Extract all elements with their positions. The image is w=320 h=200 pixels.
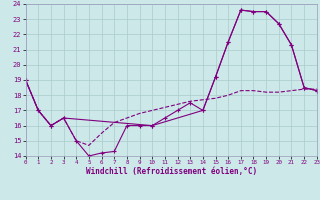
X-axis label: Windchill (Refroidissement éolien,°C): Windchill (Refroidissement éolien,°C) [86,167,257,176]
